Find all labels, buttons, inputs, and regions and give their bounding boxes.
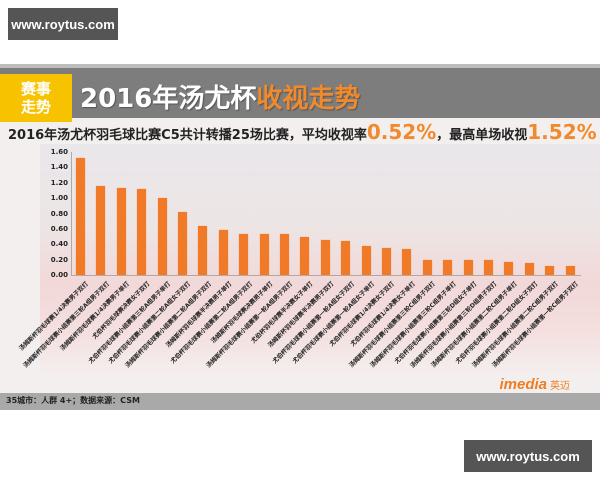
bar (463, 260, 473, 275)
bar (218, 229, 228, 275)
title-main: 2016年汤尤杯 (80, 84, 257, 114)
source-note: 35城市：人群 4+；数据来源：CSM (6, 396, 140, 405)
y-tick-label: 0.60 (50, 224, 68, 233)
bar (361, 245, 371, 275)
page-title: 2016年汤尤杯收视走势 (80, 78, 360, 115)
y-tick-label: 1.00 (50, 194, 68, 203)
bar (96, 185, 106, 275)
imedia-logo: imedia 英迈 (499, 376, 570, 393)
x-axis (71, 275, 581, 276)
logo-text: imedia (499, 376, 547, 393)
bar (320, 239, 330, 275)
bar (504, 261, 514, 275)
background-photo (40, 144, 600, 374)
average-rating: 0.52% (366, 120, 437, 144)
y-tick-label: 0.20 (50, 255, 68, 264)
bar (422, 259, 432, 275)
section-tag: 赛事 走势 (0, 74, 72, 122)
header-bar: 赛事 走势 2016年汤尤杯收视走势 (0, 64, 600, 122)
y-axis (71, 152, 72, 276)
bar (545, 265, 555, 275)
bar (565, 265, 575, 275)
bar (524, 263, 534, 275)
y-tick-label: 1.20 (50, 178, 68, 187)
bar (443, 259, 453, 275)
subtitle: 2016年汤尤杯羽毛球比赛C5共计转播25场比赛，平均收视率 0.52% ，最高… (8, 120, 597, 144)
watermark-bottom: www.roytus.com (464, 440, 592, 472)
y-tick-label: 0.00 (50, 271, 68, 279)
max-rating: 1.52% (527, 120, 597, 144)
bar (300, 237, 310, 275)
footer-bar: 35城市：人群 4+；数据来源：CSM (0, 393, 600, 410)
logo-cn: 英迈 (550, 381, 570, 392)
bar (341, 241, 351, 275)
bar (116, 188, 126, 275)
bar (198, 225, 208, 275)
slide: 赛事 走势 2016年汤尤杯收视走势 2016年汤尤杯羽毛球比赛C5共计转播25… (0, 64, 600, 410)
section-tag-line2: 走势 (20, 98, 51, 116)
bar (76, 158, 85, 275)
y-tick-label: 1.40 (50, 163, 68, 172)
title-highlight: 收视走势 (256, 84, 361, 114)
watermark-top: www.roytus.com (8, 8, 118, 40)
bar (137, 188, 147, 275)
bar (259, 234, 269, 275)
section-tag-line1: 赛事 (20, 80, 51, 98)
y-tick-label: 0.80 (50, 209, 68, 218)
bar (402, 248, 412, 275)
bar-chart: 1.60 1.40 1.20 1.00 0.80 0.60 0.40 0.20 0.00 汤姆斯杯… (0, 148, 600, 378)
subtitle-text1: 2016年汤尤杯羽毛球比赛C5共计转播25场比赛，平均收视率 (8, 128, 367, 143)
y-tick-label: 0.40 (50, 240, 68, 249)
bar (484, 260, 493, 275)
bar (157, 198, 167, 275)
bar (178, 211, 187, 275)
subtitle-text2: ，最高单场收视 (436, 128, 528, 143)
bar (382, 248, 391, 275)
bar (280, 234, 289, 275)
bar (239, 234, 249, 275)
y-tick-label: 1.60 (50, 148, 68, 156)
